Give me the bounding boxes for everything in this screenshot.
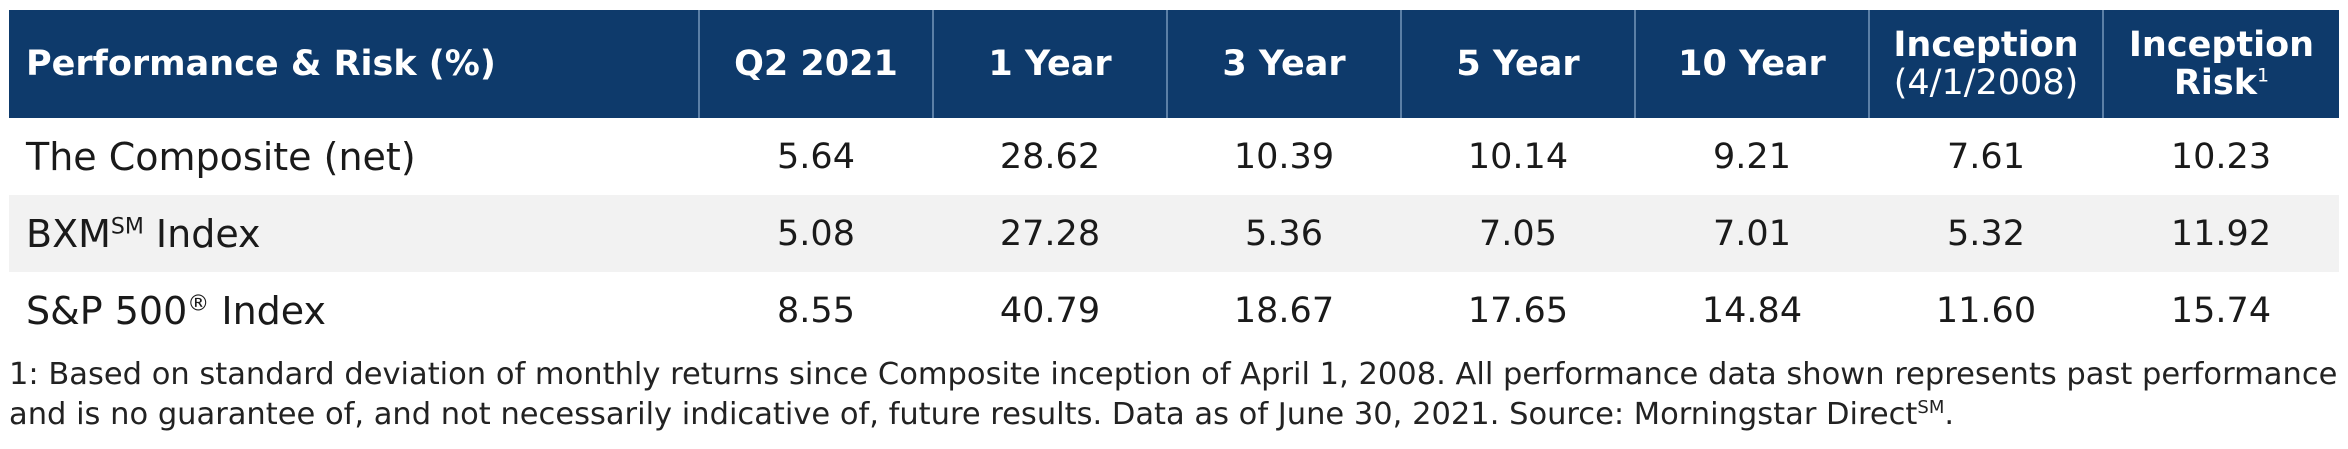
table-cell: 5.08	[699, 195, 933, 272]
header-col-10-year: 10 Year	[1634, 10, 1869, 118]
table-cell: 28.62	[999, 136, 1101, 177]
table-cell: 11.92	[2103, 195, 2339, 272]
header-col-inception-risk: Inception Risk1	[2102, 10, 2339, 118]
table-row: BXMSM Index 5.08 27.28 5.36 7.05 7.01 5.…	[9, 195, 2339, 272]
row-label: S&P 500® Index	[26, 288, 326, 333]
table-row: The Composite (net) 5.64 28.62 10.39 10.…	[9, 118, 2339, 195]
table-cell: 18.67	[1233, 290, 1335, 331]
header-col-q2-2021: Q2 2021	[698, 10, 933, 118]
header-col-5-year: 5 Year	[1400, 10, 1635, 118]
table-cell: 15.74	[2170, 290, 2272, 331]
table-cell: 9.21	[1713, 136, 1791, 177]
table-cell: 11.60	[1935, 290, 2037, 331]
footnote-marker: 1	[2256, 64, 2270, 87]
table-cell: 40.79	[999, 290, 1101, 331]
performance-table-container: Performance & Risk (%) Q2 2021 1 Year 3 …	[9, 10, 2339, 349]
table-cell: 7.61	[1947, 136, 2025, 177]
footnote: 1: Based on standard deviation of monthl…	[9, 357, 2338, 432]
table-row: S&P 500® Index 8.55 40.79 18.67 17.65 14…	[9, 272, 2339, 349]
header-col-1-year: 1 Year	[932, 10, 1167, 118]
header-label: Performance & Risk (%)	[9, 10, 699, 118]
table-cell: 7.01	[1635, 195, 1869, 272]
table-header-row: Performance & Risk (%) Q2 2021 1 Year 3 …	[9, 10, 2339, 118]
table-cell: 10.23	[2170, 136, 2272, 177]
row-label: BXMSM Index	[9, 195, 699, 272]
table-cell: 7.05	[1401, 195, 1635, 272]
table-cell: 5.32	[1869, 195, 2103, 272]
table-cell: 8.55	[777, 290, 855, 331]
header-col-3-year: 3 Year	[1166, 10, 1401, 118]
table-cell: 14.84	[1701, 290, 1803, 331]
performance-risk-table: Performance & Risk (%) Q2 2021 1 Year 3 …	[9, 10, 2339, 349]
table-cell: 5.36	[1167, 195, 1401, 272]
header-col-inception: Inception (4/1/2008)	[1868, 10, 2103, 118]
table-cell: 17.65	[1467, 290, 1569, 331]
row-label: The Composite (net)	[26, 134, 416, 179]
header-col-inception-date: (4/1/2008)	[1893, 63, 2079, 103]
table-cell: 27.28	[933, 195, 1167, 272]
table-cell: 10.39	[1233, 136, 1335, 177]
table-cell: 10.14	[1467, 136, 1569, 177]
table-cell: 5.64	[777, 136, 855, 177]
